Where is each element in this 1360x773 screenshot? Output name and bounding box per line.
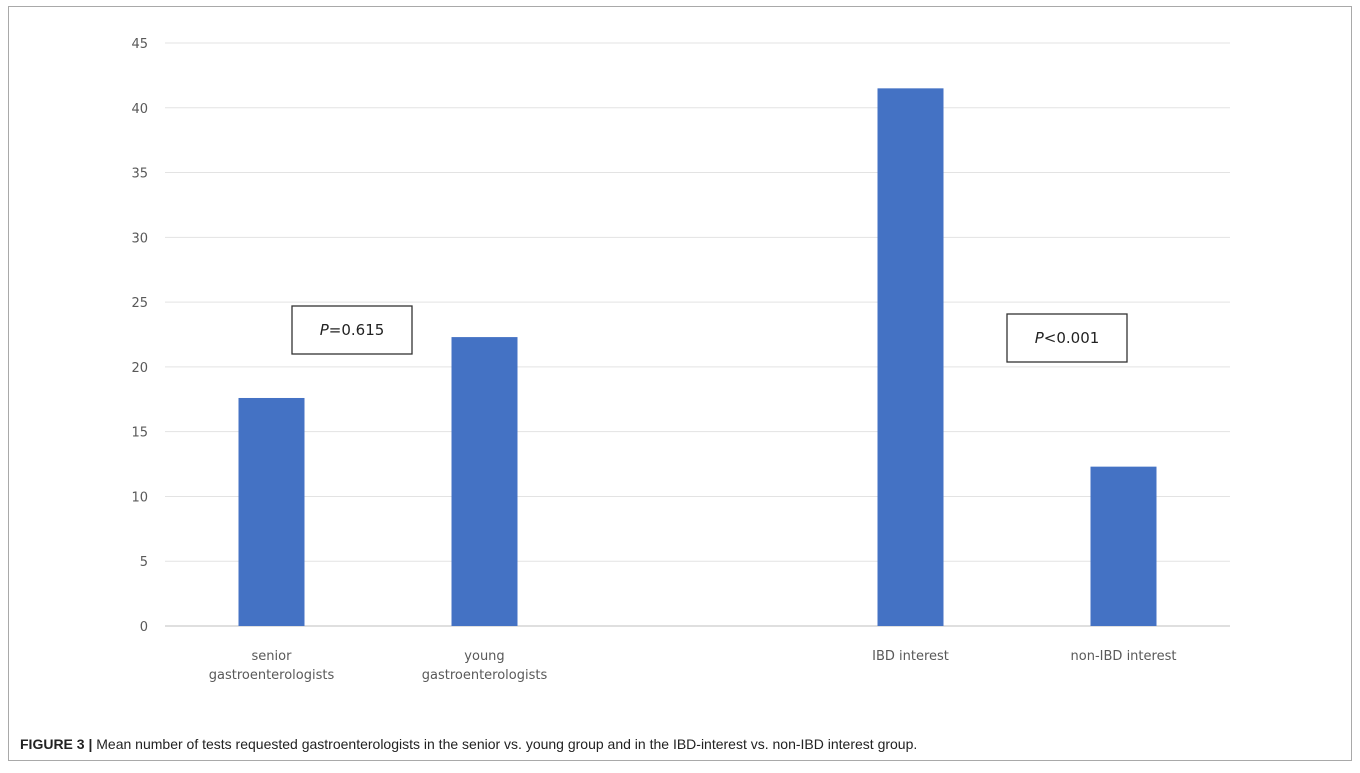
- y-tick-label: 30: [131, 231, 148, 246]
- annotations: P=0.615 P<0.001: [291, 305, 1128, 363]
- y-tick-label: 5: [140, 555, 148, 570]
- x-category-label: senior: [252, 649, 293, 664]
- annotation-text: P<0.001: [1035, 329, 1100, 347]
- annotation-prefix: P: [1035, 329, 1045, 347]
- caption-text: Mean number of tests requested gastroent…: [92, 736, 918, 752]
- bar: [877, 88, 944, 627]
- y-tick-label: 15: [131, 426, 148, 441]
- y-tick-label: 20: [131, 361, 148, 376]
- y-tick-label: 40: [131, 102, 148, 117]
- p-value-annotation: P<0.001: [1006, 313, 1128, 363]
- y-tick-label: 45: [131, 37, 148, 52]
- x-category-label: gastroenterologists: [422, 668, 548, 683]
- y-tick-label: 35: [131, 167, 148, 182]
- bar: [238, 397, 305, 626]
- annotation-box: [1006, 313, 1128, 363]
- caption-label: FIGURE 3 |: [20, 736, 93, 752]
- bar: [1090, 466, 1157, 626]
- x-category-label: gastroenterologists: [209, 668, 335, 683]
- annotation-prefix: P: [320, 321, 330, 339]
- y-tick-label: 0: [140, 620, 148, 635]
- x-category-label: young: [464, 649, 504, 664]
- annotation-box: [291, 305, 413, 355]
- annotation-value: <0.001: [1044, 329, 1100, 347]
- y-axis-ticks: 0 5 10 15 20 25 30 35 40 45: [131, 37, 148, 635]
- grid-lines: [165, 42, 1230, 627]
- figure-frame: [8, 6, 1352, 761]
- x-category-label: non-IBD interest: [1071, 649, 1177, 664]
- y-tick-label: 10: [131, 490, 148, 505]
- x-category-label: IBD interest: [872, 649, 949, 664]
- p-value-annotation: P=0.615: [291, 305, 413, 355]
- bar-chart: 0 5 10 15 20 25 30 35 40 45 senior gastroenterolog…: [131, 37, 1230, 683]
- y-tick-label: 25: [131, 296, 148, 311]
- bars: [238, 88, 1157, 627]
- bar: [451, 337, 518, 626]
- annotation-text: P=0.615: [320, 321, 385, 339]
- figure-caption: FIGURE 3 | Mean number of tests requeste…: [20, 736, 917, 752]
- x-axis-categories: senior gastroenterologists young gastroente…: [209, 649, 1177, 683]
- annotation-value: =0.615: [329, 321, 385, 339]
